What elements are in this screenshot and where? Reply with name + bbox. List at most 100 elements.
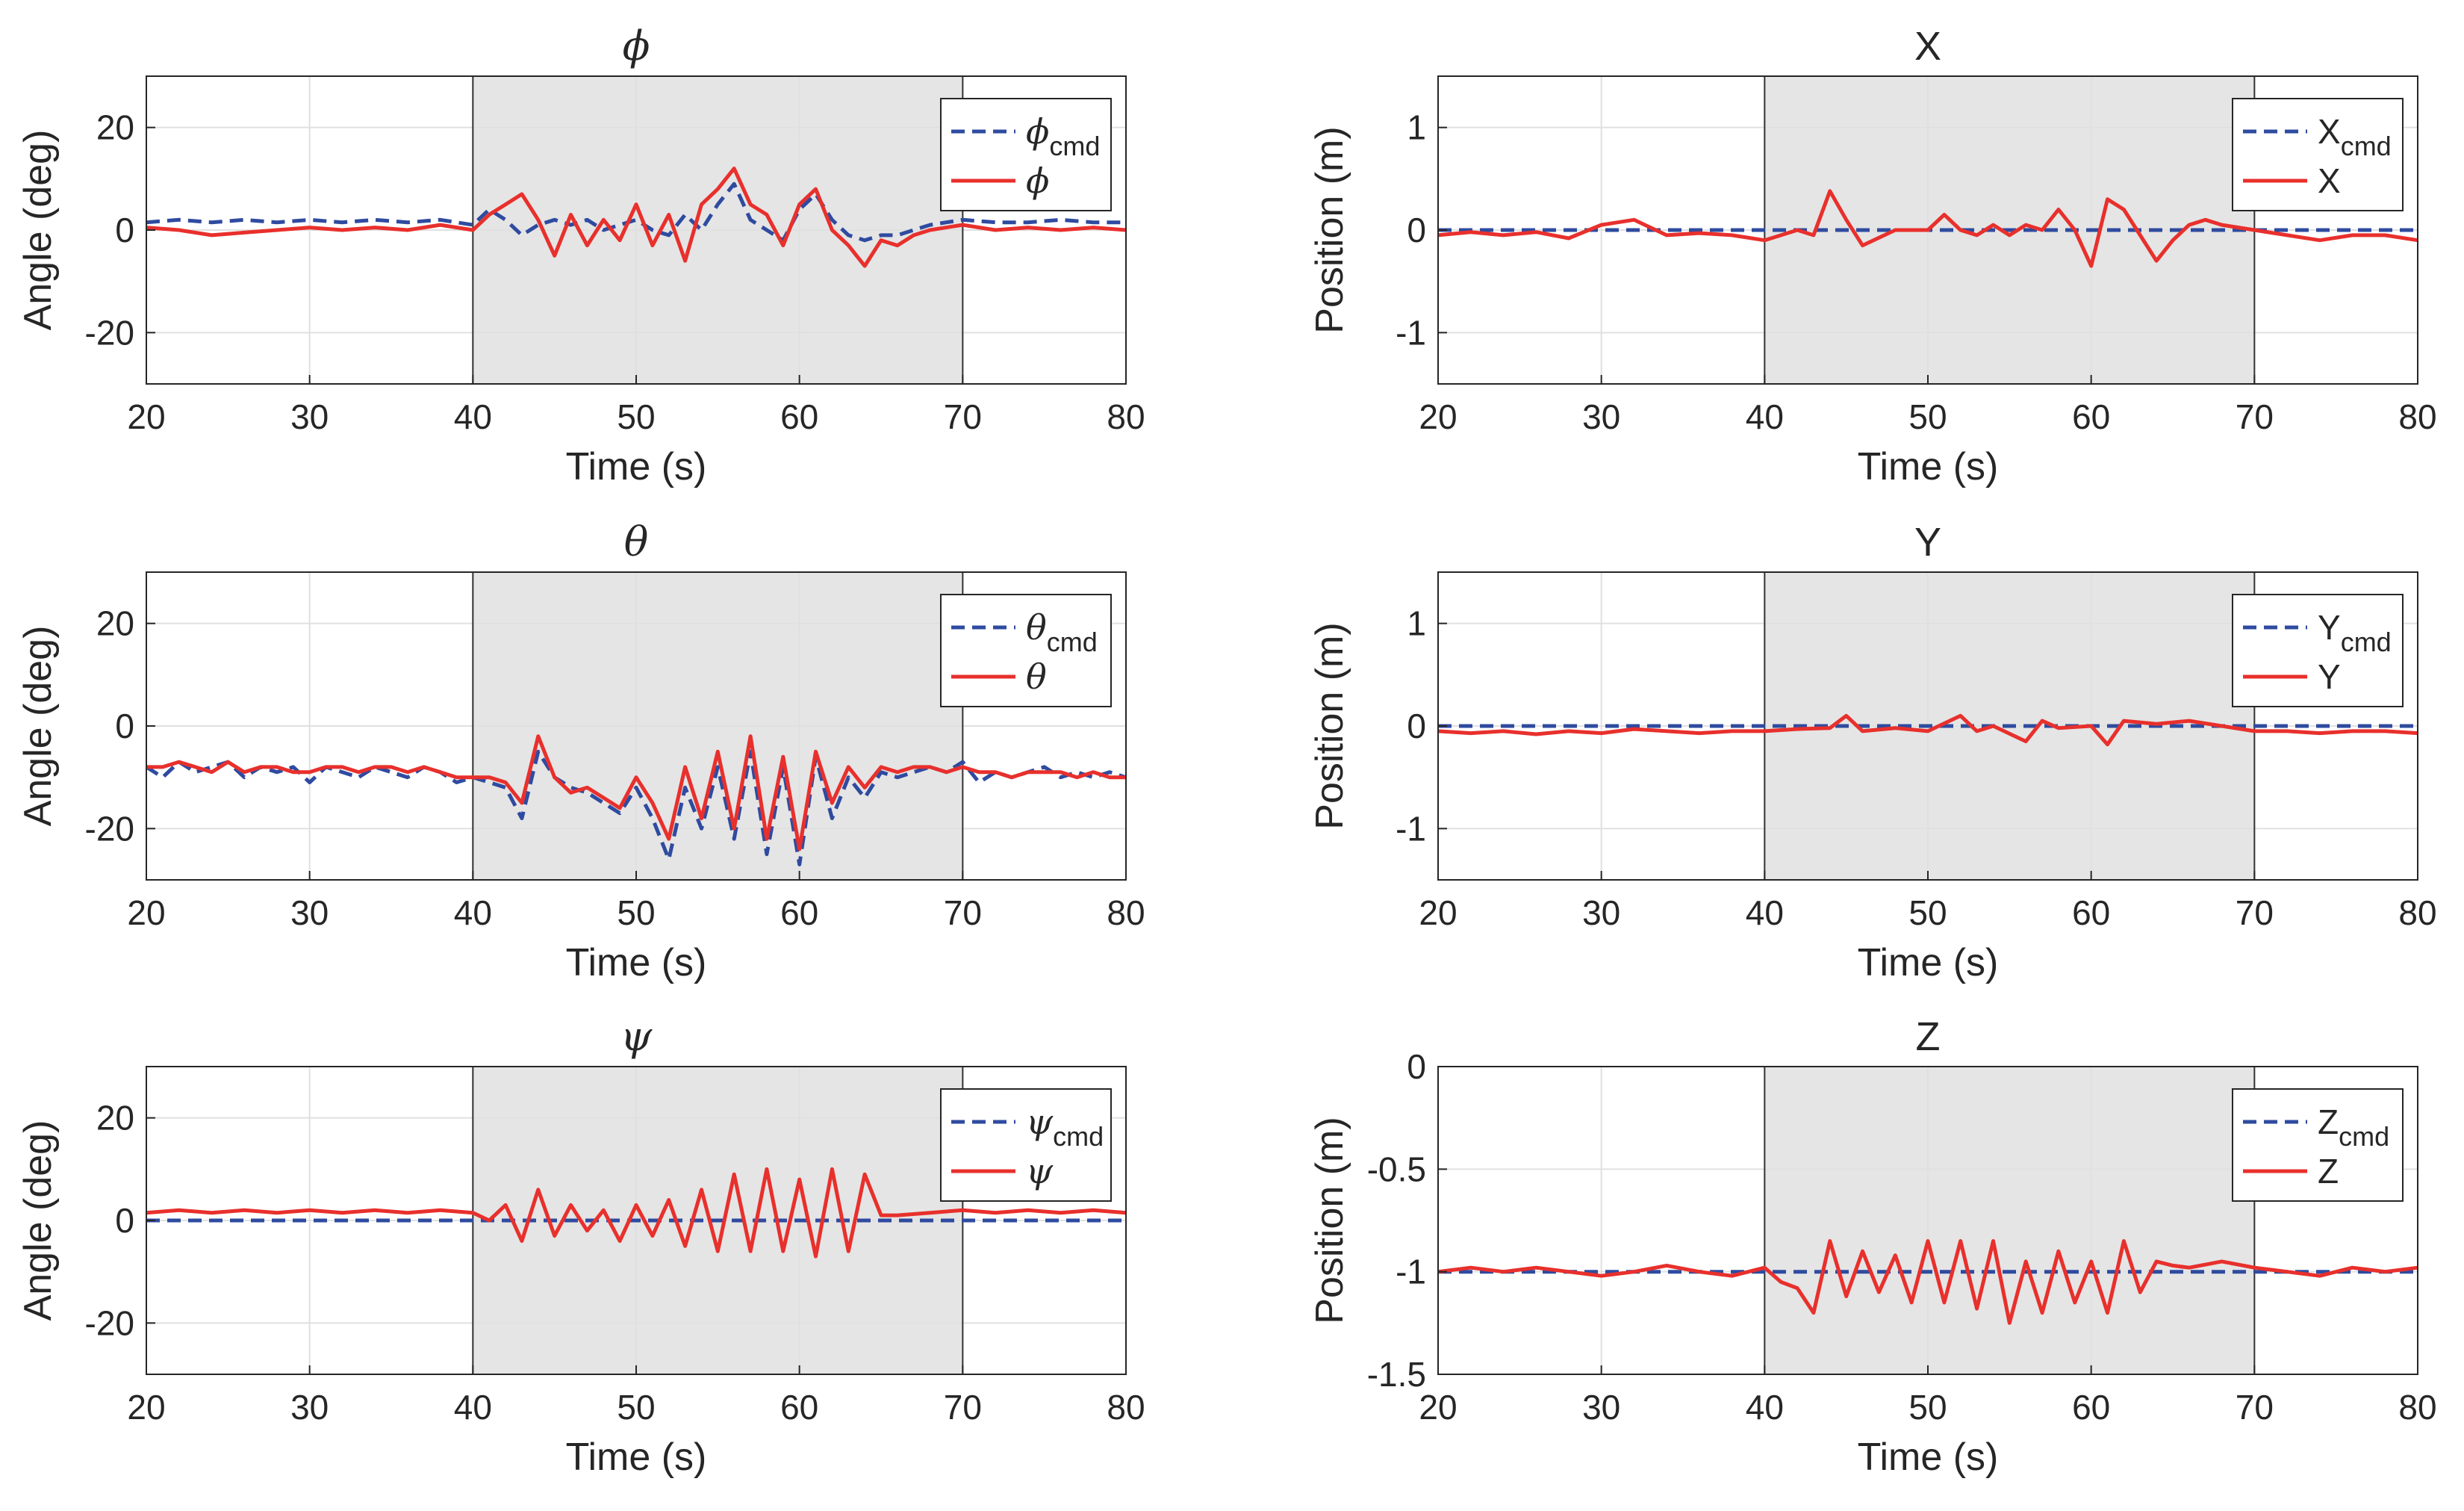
y-tick-label: 20 (96, 604, 134, 643)
series-line-cmd (145, 749, 1127, 866)
series-line-actual (146, 1167, 1127, 1259)
panel-title: θ (624, 518, 649, 565)
x-tick-label: 60 (2072, 893, 2110, 932)
x-tick-label: 50 (617, 397, 655, 436)
y-tick-label: -20 (85, 313, 134, 352)
y-tick-label: 0 (1407, 211, 1426, 249)
x-tick-label: 40 (454, 893, 492, 932)
x-tick-label: 70 (944, 1388, 982, 1427)
legend-box (940, 1088, 1112, 1202)
legend-label-actual: θ (1026, 657, 1047, 697)
x-tick-label: 20 (127, 893, 165, 932)
y-axis-label: Position (m) (1308, 126, 1351, 333)
legend-label-actual: Z (2318, 1152, 2339, 1191)
x-tick-label: 40 (1746, 1388, 1784, 1427)
series-line-actual (1437, 1239, 2418, 1325)
x-tick-label: 60 (2072, 397, 2110, 436)
series-line-actual (1437, 189, 2418, 268)
x-tick-label: 40 (454, 397, 492, 436)
x-tick-label: 40 (454, 1388, 492, 1427)
x-tick-label: 20 (1419, 397, 1457, 436)
legend-label-actual: X (2318, 161, 2341, 200)
x-tick-label: 30 (1582, 1388, 1620, 1427)
x-axis-label: Time (s) (1858, 445, 1999, 488)
y-tick-label: 0 (1407, 1047, 1426, 1086)
y-tick-label: -0.5 (1367, 1149, 1426, 1188)
x-tick-label: 30 (290, 397, 329, 436)
x-tick-label: 70 (2236, 893, 2274, 932)
y-axis-label: Position (m) (1308, 622, 1351, 829)
x-tick-label: 50 (617, 1388, 655, 1427)
x-tick-label: 20 (1419, 893, 1457, 932)
x-tick-label: 80 (1107, 1388, 1145, 1427)
shaded-interval (1764, 1067, 2255, 1374)
x-tick-label: 70 (944, 397, 982, 436)
legend-box (940, 98, 1112, 211)
x-tick-label: 80 (1107, 397, 1145, 436)
y-tick-label: -1 (1396, 809, 1426, 848)
x-tick-label: 60 (780, 1388, 818, 1427)
x-tick-label: 30 (1582, 397, 1620, 436)
x-tick-label: 50 (617, 893, 655, 932)
legend-label-actual: Y (2318, 657, 2341, 696)
legend-subscript: cmd (1047, 627, 1098, 657)
panel-Z: 20 30 40 50 60 70 80 -1.5 -1 -0.5 0 Time (s) Positio… (1308, 1014, 2437, 1479)
panel-phi: 20 30 40 50 60 70 80 -20 0 20 Time (s) Angle (deg) ϕ… (16, 22, 1145, 488)
y-axis-label: Angle (deg) (16, 1120, 60, 1321)
panel-psi: 20 30 40 50 60 70 80 -20 0 20 Time (s) Angle (deg) ψ… (16, 1013, 1145, 1479)
panel-title: ϕ (623, 22, 650, 69)
legend-subscript: cmd (2339, 1121, 2389, 1152)
y-tick-label: 1 (1407, 604, 1426, 643)
x-tick-label: 50 (1908, 397, 1947, 436)
panel-title: ψ (620, 1013, 653, 1060)
x-tick-label: 40 (1746, 893, 1784, 932)
legend-subscript: cmd (2341, 131, 2392, 161)
x-tick-label: 50 (1908, 893, 1947, 932)
x-tick-label: 40 (1746, 397, 1784, 436)
y-tick-label: 0 (115, 707, 134, 745)
x-tick-label: 70 (944, 893, 982, 932)
y-tick-label: 0 (115, 1201, 134, 1240)
series-line-actual (1437, 713, 2418, 747)
legend-subscript: cmd (1053, 1121, 1104, 1152)
series-line-actual (146, 167, 1127, 268)
x-tick-label: 60 (780, 397, 818, 436)
x-tick-label: 30 (290, 1388, 329, 1427)
series-line-cmd (146, 181, 1126, 243)
x-tick-label: 70 (2236, 397, 2274, 436)
legend-subscript: cmd (1049, 131, 1100, 161)
y-tick-label: -20 (85, 809, 134, 848)
x-axis-label: Time (s) (566, 1436, 707, 1479)
legend-subscript: cmd (2341, 627, 2392, 657)
x-tick-label: 80 (1107, 893, 1145, 932)
x-tick-label: 60 (2072, 1388, 2110, 1427)
panel-title: Z (1916, 1014, 1941, 1059)
x-tick-label: 30 (1582, 893, 1620, 932)
legend-box (2232, 594, 2404, 707)
y-tick-label: -1 (1396, 1253, 1426, 1291)
y-tick-label: -1 (1396, 313, 1426, 352)
legend-box (940, 594, 1112, 707)
x-tick-label: 20 (1419, 1388, 1457, 1427)
x-tick-label: 50 (1908, 1388, 1947, 1427)
y-axis-label: Angle (deg) (16, 130, 60, 331)
panel-title: Y (1914, 520, 1941, 565)
y-axis-label: Angle (deg) (16, 626, 60, 827)
panel-theta: 20 30 40 50 60 70 80 -20 0 20 Time (s) Angle (deg) θ… (16, 518, 1145, 984)
x-tick-label: 80 (2398, 1388, 2436, 1427)
legend-label-actual: ϕ (1026, 161, 1049, 201)
y-tick-label: 20 (96, 1099, 134, 1138)
legend-label-actual: ψ (1026, 1151, 1054, 1191)
x-tick-label: 20 (127, 1388, 165, 1427)
x-tick-label: 70 (2236, 1388, 2274, 1427)
y-axis-label: Position (m) (1308, 1117, 1351, 1324)
x-axis-label: Time (s) (1858, 1436, 1999, 1479)
x-axis-label: Time (s) (566, 941, 707, 984)
